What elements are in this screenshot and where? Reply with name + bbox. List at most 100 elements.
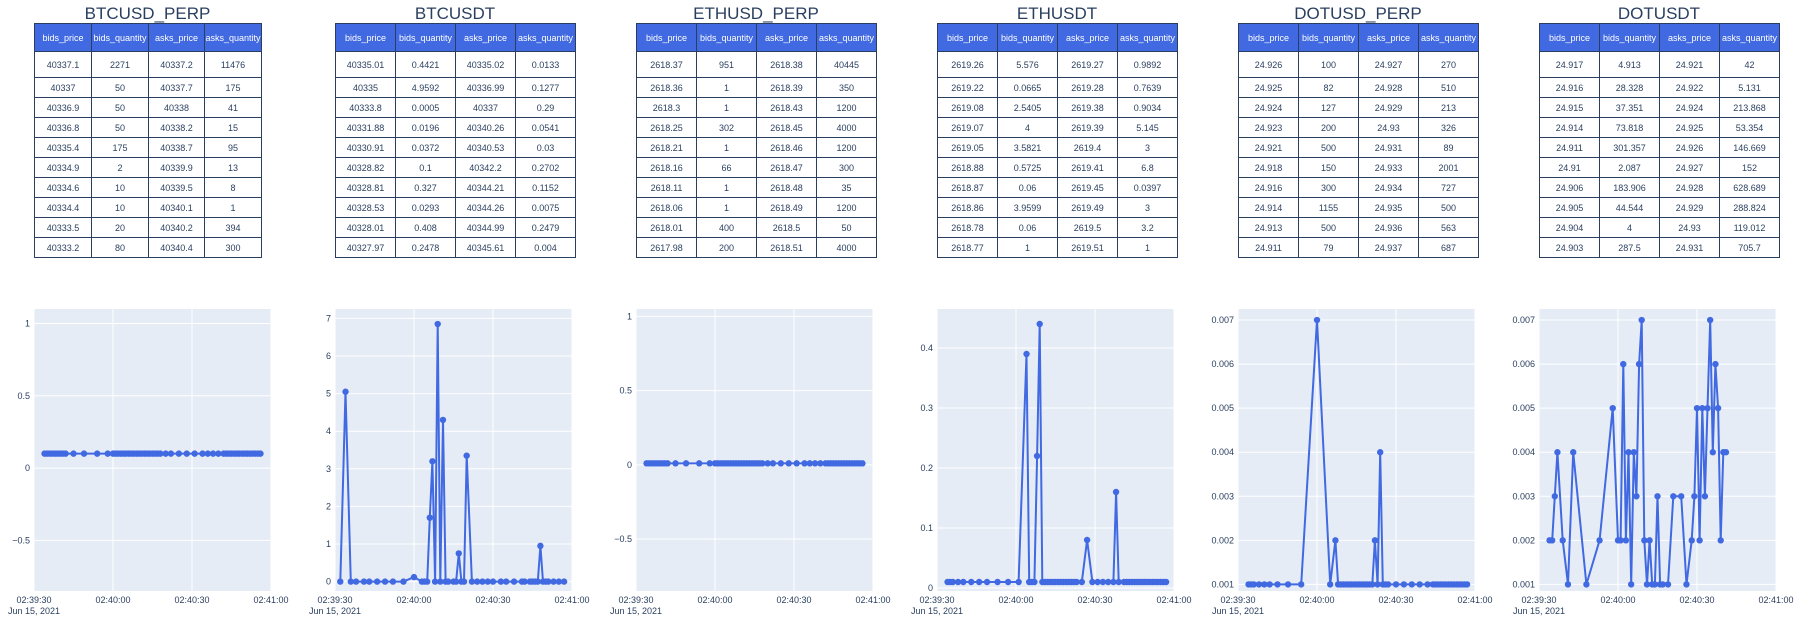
- data-point: [1643, 581, 1651, 588]
- data-point: [366, 578, 373, 585]
- table-cell: 213: [1418, 97, 1479, 118]
- data-point: [1033, 452, 1041, 460]
- table-cell: 2619.5: [1057, 217, 1118, 238]
- data-point: [1670, 493, 1677, 500]
- x-tick-label: 02:40:30: [174, 595, 209, 605]
- chart-btcusd_perp: 1 0.5 0 −0.5 02:39:30 02:40:00 02:40:30 02:41:0…: [8, 309, 289, 616]
- table-row: 24.91 2.087 24.927 152: [1539, 157, 1780, 178]
- table-cell: 40336.9: [34, 97, 92, 118]
- table-cell: 0.0541: [515, 117, 576, 138]
- table-cell: 3.9599: [997, 197, 1058, 218]
- table-cell: 0.5725: [997, 157, 1058, 178]
- data-point: [1261, 581, 1268, 588]
- data-point: [859, 460, 866, 467]
- x-tick-label: 02:39:30: [919, 595, 954, 605]
- column-header: asks_price: [1358, 23, 1419, 52]
- table-cell: 0.2478: [395, 237, 456, 258]
- table-cell: 37.351: [1599, 97, 1660, 118]
- table-cell: 2.087: [1599, 157, 1660, 178]
- plot-area: [34, 309, 271, 591]
- table-cell: 563: [1418, 217, 1479, 238]
- data-point: [1274, 581, 1281, 588]
- table-row: 2619.22 0.0665 2619.28 0.7639: [937, 77, 1178, 98]
- data-point: [550, 578, 557, 585]
- table-cell: 24.911: [1238, 237, 1299, 258]
- table-row: 40335.01 0.4421 40335.02 0.0133: [335, 51, 576, 78]
- y-tick-label: 0.002: [1211, 535, 1234, 545]
- table-row: 2619.05 3.5821 2619.4 3: [937, 137, 1178, 158]
- x-tick-label: 02:41:00: [1758, 595, 1793, 605]
- data-point: [806, 460, 813, 467]
- table-cell: 40328.53: [335, 197, 396, 218]
- x-tick-label: 02:39:30: [1220, 595, 1255, 605]
- data-point: [423, 578, 431, 585]
- orderbook-table: bids_price bids_quantity asks_price asks_qu…: [34, 23, 262, 258]
- y-tick-label: 2: [326, 501, 331, 511]
- table-cell: 0.0133: [515, 51, 576, 78]
- data-point: [682, 460, 690, 467]
- data-point: [347, 578, 354, 585]
- data-point: [1706, 316, 1714, 324]
- column-header: asks_quantity: [515, 23, 576, 52]
- table-cell: 82: [1298, 77, 1359, 98]
- data-point: [175, 450, 183, 457]
- data-point: [80, 450, 88, 457]
- table-cell: 24.927: [1358, 51, 1419, 78]
- table-cell: 1: [204, 197, 262, 218]
- table-cell: 40338.7: [148, 137, 205, 158]
- data-point: [817, 460, 824, 467]
- table-cell: 0.9034: [1117, 97, 1178, 118]
- table-cell: 24.93: [1358, 117, 1419, 138]
- table-cell: 288.824: [1719, 197, 1780, 218]
- data-point: [1635, 360, 1643, 368]
- data-point: [1659, 581, 1666, 588]
- y-tick-label: 0.007: [1512, 315, 1535, 325]
- table-cell: 79: [1298, 237, 1359, 258]
- data-point: [431, 578, 439, 585]
- table-cell: 119.012: [1719, 217, 1780, 238]
- table-cell: 1: [696, 197, 757, 218]
- table-cell: 10: [91, 177, 149, 198]
- table-cell: 4: [997, 117, 1058, 138]
- table-cell: 152: [1719, 157, 1780, 178]
- y-tick-label: 6: [326, 351, 331, 361]
- market-title: BTCUSD_PERP: [84, 4, 211, 23]
- column-header: asks_quantity: [1418, 23, 1479, 52]
- x-tick-label: 02:41:00: [253, 595, 288, 605]
- data-point: [1699, 404, 1706, 412]
- data-point: [1654, 493, 1661, 500]
- table-cell: 24.935: [1358, 197, 1419, 218]
- table-cell: 40335.01: [335, 51, 396, 78]
- table-cell: 40337.7: [148, 77, 205, 98]
- table-cell: 0.0196: [395, 117, 456, 138]
- table-cell: 2619.4: [1057, 137, 1118, 158]
- table-row: 40337.1 2271 40337.2 11476: [34, 51, 262, 78]
- table-row: 24.926 100 24.927 270: [1238, 51, 1479, 78]
- plot-area: [636, 309, 873, 591]
- data-point: [801, 460, 808, 467]
- data-point: [463, 452, 470, 459]
- data-point: [960, 578, 967, 586]
- table-cell: 2619.38: [1057, 97, 1118, 118]
- data-point: [1722, 449, 1730, 456]
- table-cell: 3.5821: [997, 137, 1058, 158]
- column-header: asks_quantity: [1719, 23, 1780, 52]
- data-point: [1564, 581, 1572, 588]
- chart-dotusdt: 0.007 0.006 0.005 0.004 0.003 0.002 0.001 02:39…: [1512, 309, 1794, 616]
- table-cell: 727: [1418, 177, 1479, 198]
- table-cell: 44.544: [1599, 197, 1660, 218]
- data-point: [468, 578, 476, 585]
- table-row: 2618.06 1 2618.49 1200: [636, 197, 877, 218]
- data-point: [1625, 449, 1632, 456]
- data-point: [1083, 536, 1091, 544]
- data-point: [342, 388, 349, 395]
- table-cell: 40340.53: [455, 137, 516, 158]
- table-cell: 24.933: [1358, 157, 1419, 178]
- table-row: 2618.11 1 2618.48 35: [636, 177, 877, 198]
- x-tick-label: 02:41:00: [855, 595, 890, 605]
- table-cell: 24.93: [1659, 217, 1720, 238]
- data-point: [664, 460, 671, 467]
- y-tick-label: 0.5: [619, 386, 632, 396]
- data-point: [439, 416, 447, 424]
- table-cell: 24.927: [1659, 157, 1720, 178]
